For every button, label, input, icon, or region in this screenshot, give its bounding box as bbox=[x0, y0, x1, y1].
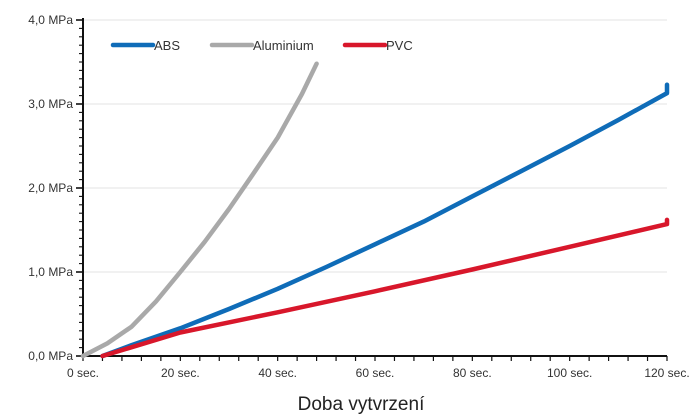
series-lines bbox=[80, 61, 670, 359]
x-tick-label-6: 120 sec. bbox=[644, 366, 689, 380]
x-tick-label-2: 40 sec. bbox=[258, 366, 297, 380]
y-tick-label-2: 2,0 MPa bbox=[28, 181, 73, 195]
axes: 0,0 MPa 1,0 MPa 2,0 MPa 3,0 MPa 4,0 MPa 0 sec… bbox=[28, 13, 689, 380]
grid-lines bbox=[83, 19, 667, 273]
x-tick-label-3: 60 sec. bbox=[356, 366, 395, 380]
x-tick-label-5: 100 sec. bbox=[547, 366, 592, 380]
y-tick-label-0: 0,0 MPa bbox=[28, 349, 73, 363]
x-tick-label-0: 0 sec. bbox=[67, 366, 99, 380]
x-tick-label-4: 80 sec. bbox=[453, 366, 492, 380]
y-tick-label-1: 1,0 MPa bbox=[28, 265, 73, 279]
legend-label-aluminium: Aluminium bbox=[253, 38, 314, 53]
x-tick-label-1: 20 sec. bbox=[161, 366, 200, 380]
legend: ABS Aluminium PVC bbox=[110, 38, 413, 53]
x-axis-title: Doba vytvrzení bbox=[298, 394, 425, 415]
y-tick-label-4: 4,0 MPa bbox=[28, 13, 73, 27]
series-line-abs bbox=[100, 82, 670, 359]
legend-label-abs: ABS bbox=[154, 38, 180, 53]
y-tick-label-3: 3,0 MPa bbox=[28, 97, 73, 111]
series-line-aluminium bbox=[80, 61, 319, 359]
legend-label-pvc: PVC bbox=[386, 38, 413, 53]
series-line-pvc bbox=[100, 217, 670, 359]
